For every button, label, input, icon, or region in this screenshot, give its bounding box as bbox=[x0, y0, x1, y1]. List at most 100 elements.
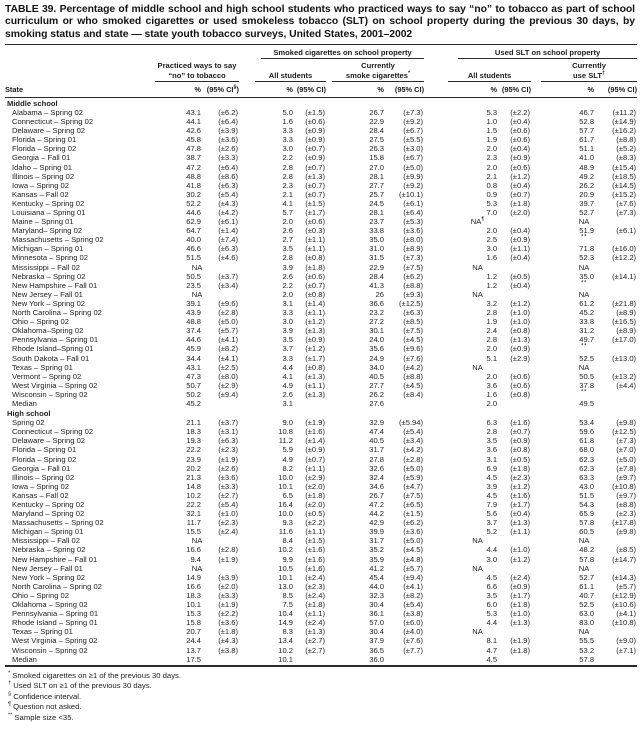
ci-value: (±15.4) bbox=[612, 162, 637, 172]
percent-value: 34.6 bbox=[369, 481, 384, 491]
percent-value: 18.3 bbox=[186, 590, 201, 600]
na-value: NA¶ bbox=[470, 216, 485, 227]
ci-value: (±0.4) bbox=[510, 117, 531, 127]
percent-value: 32.9 bbox=[369, 418, 384, 428]
percent-value: 61.2 bbox=[579, 298, 595, 308]
na-value: NA bbox=[191, 563, 203, 573]
column-currently-use-slt: Currently use SLT† bbox=[531, 59, 638, 83]
percent-value: 34.4 bbox=[186, 353, 201, 363]
percent-value: 34.0 bbox=[369, 362, 384, 372]
percent-value: 40.5 bbox=[369, 436, 384, 446]
table-row: Florida – Spring 01 45.8 (±3.6) 3.3 (±0.9) 27… bbox=[5, 135, 637, 144]
percent-value: 57.7 bbox=[579, 126, 595, 136]
ci-value: (±3.8) bbox=[218, 645, 238, 655]
table-row: Nebraska – Spring 02 50.5 (±3.7) 2.6 (±0.6) 2… bbox=[5, 272, 637, 281]
percent-value: 14.8 bbox=[186, 481, 201, 491]
percent-value: 2.2 bbox=[282, 280, 293, 290]
ci-value: (±1.8) bbox=[305, 490, 325, 500]
percent-value: 44.2 bbox=[369, 509, 384, 519]
table-row: Iowa – Spring 02 14.8 (±3.3) 10.1 (±2.0) 34.6… bbox=[5, 482, 637, 491]
ci-value: (±7.5) bbox=[403, 262, 424, 272]
percent-value: 31.0 bbox=[369, 244, 384, 254]
na-value: NA bbox=[578, 536, 590, 546]
ci-value: (±8.8) bbox=[403, 280, 424, 290]
percent-value: 65.9 bbox=[579, 509, 595, 519]
ci-value: (±8.9) bbox=[616, 326, 637, 336]
table-row: Median 45.2 3.1 27.6 2.0 49.5 bbox=[5, 399, 637, 408]
percent-value: 3.5 bbox=[282, 244, 293, 254]
percent-value: 5.3 bbox=[486, 609, 498, 619]
ci-value: (±1.3) bbox=[305, 171, 325, 181]
ci-value: (±1.3) bbox=[510, 335, 531, 345]
percent-value: 2.4 bbox=[486, 326, 498, 336]
percent-value: 28.4 bbox=[369, 126, 384, 136]
percent-value: 50.7 bbox=[186, 380, 201, 390]
percent-value: 47.4 bbox=[369, 427, 384, 437]
section-row: Middle school bbox=[5, 97, 637, 108]
percent-value: 40.0 bbox=[186, 235, 201, 245]
percent-value: 30.4 bbox=[369, 600, 384, 610]
percent-value: 4.4 bbox=[486, 545, 498, 555]
percent-value: 0.9 bbox=[486, 189, 498, 199]
percent-value: 47.3 bbox=[186, 371, 201, 381]
percent-value: 6.5 bbox=[282, 490, 293, 500]
ci-value: (±8.2) bbox=[403, 590, 424, 600]
na-value: NA bbox=[191, 262, 203, 272]
ci-value: (±3.4) bbox=[403, 436, 424, 446]
table-row: Texas – Spring 01 43.1 (±2.5) 4.4 (±0.8) 34.0… bbox=[5, 363, 637, 372]
ci-value: (±5.3) bbox=[403, 217, 424, 227]
column-percent: % bbox=[531, 82, 595, 98]
state-label: Mississippi – Fall 02 bbox=[12, 262, 80, 272]
percent-value: 10.4 bbox=[278, 609, 293, 619]
state-label: Delaware – Spring 02 bbox=[12, 126, 86, 136]
ci-value: (±0.4) bbox=[510, 280, 531, 290]
percent-value: 5.2 bbox=[486, 527, 498, 537]
percent-value: 2.0 bbox=[486, 144, 498, 154]
percent-value: 2.0 bbox=[486, 398, 498, 408]
percent-value: 60.5 bbox=[579, 527, 595, 537]
column-all-students-cigarettes: All students bbox=[239, 59, 326, 83]
ci-value: (±0.9) bbox=[305, 335, 325, 345]
percent-value: 42.9 bbox=[369, 518, 384, 528]
table-row: Georgia – Fall 01 38.7 (±3.3) 2.2 (±0.9) 15.8… bbox=[5, 153, 637, 162]
ci-value: (±0.9) bbox=[305, 126, 325, 136]
ci-value: (±6.0) bbox=[403, 618, 424, 628]
state-label: Florida – Spring 02 bbox=[12, 144, 77, 154]
ci-value: (±7.6) bbox=[403, 353, 424, 363]
table-row: Mississippi – Fall 02 NA 3.9 (±1.8) 22.9 (±7.… bbox=[5, 263, 637, 272]
table-row: Florida – Spring 02 23.9 (±1.9) 4.9 (±0.7) 27… bbox=[5, 455, 637, 464]
percent-value: 3.9 bbox=[282, 262, 293, 272]
state-label: Idaho – Spring 01 bbox=[12, 162, 72, 172]
percent-value: 52.7 bbox=[579, 208, 595, 218]
percent-value: 52.3 bbox=[579, 253, 595, 263]
ci-value: (±1.1) bbox=[305, 380, 325, 390]
percent-value: 41.3 bbox=[369, 280, 384, 290]
ci-value: (±8.6) bbox=[218, 171, 238, 181]
percent-value: 10.1 bbox=[239, 654, 293, 667]
footnote-marker: § bbox=[8, 691, 12, 698]
ci-value: (±0.6) bbox=[510, 162, 531, 172]
ci-value: (±16.5) bbox=[612, 317, 637, 327]
ci-value: (±4.2) bbox=[218, 208, 238, 218]
ci-value: (±2.7) bbox=[305, 645, 325, 655]
ci-value: (±3.4) bbox=[218, 280, 238, 290]
percent-value: 36.5 bbox=[369, 645, 384, 655]
ci-value: (±0.8) bbox=[510, 445, 531, 455]
ci-value: (±4.0) bbox=[403, 627, 424, 637]
percent-value: 10.2 bbox=[278, 545, 293, 555]
ci-value: (±2.4) bbox=[218, 527, 238, 537]
percent-value: 3.0 bbox=[282, 317, 293, 327]
percent-value: 42.6 bbox=[186, 126, 201, 136]
percent-value: 24.4 bbox=[186, 636, 201, 646]
percent-value: 2.1 bbox=[282, 189, 293, 199]
state-label: Kentucky – Spring 02 bbox=[12, 198, 85, 208]
percent-value: 8.4 bbox=[282, 536, 293, 546]
percent-value: 31.5 bbox=[369, 253, 384, 263]
ci-value: (±1.8) bbox=[510, 463, 531, 473]
percent-value: 52.2 bbox=[186, 198, 201, 208]
ci-value: (±1.2) bbox=[510, 554, 531, 564]
ci-value: (±0.7) bbox=[305, 144, 325, 154]
ci-value: (±0.8) bbox=[305, 289, 325, 299]
ci-value bbox=[384, 654, 425, 667]
percent-value: 20.7 bbox=[186, 627, 201, 637]
